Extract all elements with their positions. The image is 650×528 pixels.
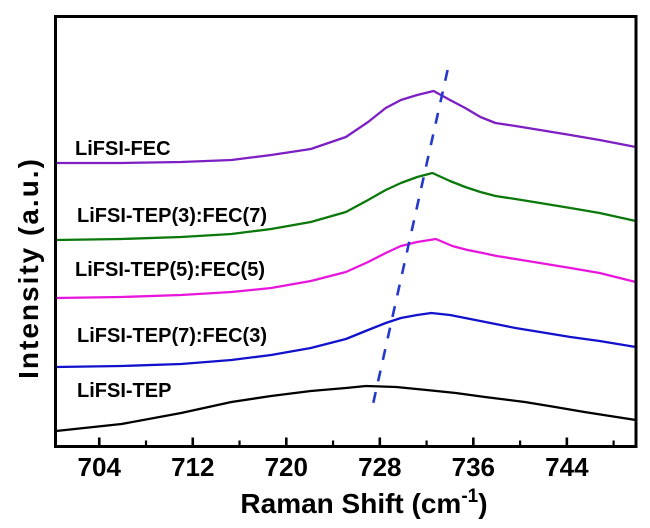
x-tick-label: 744 xyxy=(545,452,589,482)
series-label-lifsi-tep5-fec5: LiFSI-TEP(5):FEC(5) xyxy=(75,259,265,281)
series-label-lifsi-tep3-fec7: LiFSI-TEP(3):FEC(7) xyxy=(77,205,267,227)
series-label-lifsi-tep: LiFSI-TEP xyxy=(77,380,171,402)
x-tick-label: 712 xyxy=(171,452,214,482)
series-curve-lifsi-tep-5-fec-5- xyxy=(54,237,637,300)
series-curve-lifsi-fec xyxy=(54,89,637,165)
series-label-lifsi-tep7-fec3: LiFSI-TEP(7):FEC(3) xyxy=(77,325,267,347)
x-tick-label: 728 xyxy=(358,452,401,482)
series-label-lifsi-fec: LiFSI-FEC xyxy=(75,138,171,160)
x-tick-label: 736 xyxy=(452,452,495,482)
x-tick-label: 720 xyxy=(265,452,308,482)
x-axis-title-main: Raman Shift (cm xyxy=(240,488,461,519)
x-axis-title-superscript: -1 xyxy=(461,486,478,507)
series-curve-lifsi-tep xyxy=(54,384,637,433)
series-curve-lifsi-tep-3-fec-7- xyxy=(54,171,637,242)
x-axis-title-close: ) xyxy=(478,488,487,519)
x-axis-title: Raman Shift (cm-1) xyxy=(240,486,487,519)
plot-border xyxy=(54,15,638,448)
plot-layer: 704 712 720 728 736 744 xyxy=(54,69,637,482)
y-axis-title: Intensity (a.u.) xyxy=(13,157,44,379)
x-tick-label: 704 xyxy=(78,452,122,482)
peak-shift-dashed-line xyxy=(371,69,449,406)
series-curve-lifsi-tep-7-fec-3- xyxy=(54,311,637,369)
